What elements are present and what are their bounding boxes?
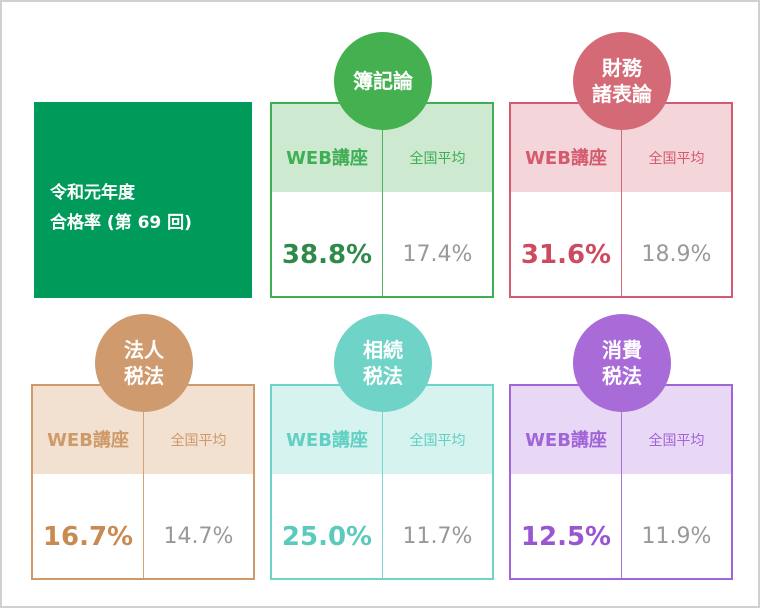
subject-name-line1: 法人 [124,338,164,362]
national-average-label: 全国平均 [170,433,227,449]
web-course-rate: 25.0% [281,522,373,552]
intro-year: 令和元年度 [50,183,135,203]
national-average-rate: 18.9% [641,242,712,267]
national-average-label: 全国平均 [409,151,466,167]
subject-badge: 簿記論 [334,32,432,130]
web-course-label: WEB講座 [286,430,368,451]
subject-badge: 財務 諸表論 [573,32,671,130]
subject-name-line1: 相続 [363,338,403,362]
national-average-rate: 11.9% [641,524,712,549]
subject-name-line2: 諸表論 [592,82,652,106]
column-divider [143,386,144,578]
subject-name-line1: 財務 [602,56,642,80]
intro-pass-rate-label: 合格率 (第 69 回) [50,213,192,233]
subject-name-line2: 税法 [363,364,403,388]
web-course-rate: 16.7% [42,522,134,552]
national-average-label: 全国平均 [409,433,466,449]
national-average-label: 全国平均 [648,151,705,167]
subject-badge: 消費 税法 [573,314,671,412]
national-average-label: 全国平均 [648,433,705,449]
web-course-label: WEB講座 [47,430,129,451]
subject-badge: 相続 税法 [334,314,432,412]
web-course-rate: 38.8% [281,240,373,270]
subject-name-line2: 税法 [124,364,164,388]
card-consumption-tax: WEB講座 全国平均 12.5% 11.9% 消費 税法 [509,314,733,580]
subject-name: 簿記論 [353,69,413,93]
card-corporate-tax: WEB講座 全国平均 16.7% 14.7% 法人 税法 [31,314,255,580]
intro-box: 令和元年度 合格率 (第 69 回) [34,102,252,298]
web-course-label: WEB講座 [525,430,607,451]
card-bookkeeping: WEB講座 全国平均 38.8% 17.4% 簿記論 [270,32,494,298]
subject-badge: 法人 税法 [95,314,193,412]
card-financial-statements: WEB講座 全国平均 31.6% 18.9% 財務 諸表論 [509,32,733,298]
national-average-rate: 11.7% [402,524,473,549]
web-course-rate: 31.6% [520,240,612,270]
column-divider [382,104,383,296]
subject-name-line2: 税法 [602,364,642,388]
subject-name-line1: 消費 [602,338,642,362]
column-divider [621,386,622,578]
column-divider [382,386,383,578]
web-course-label: WEB講座 [525,148,607,169]
web-course-rate: 12.5% [520,522,612,552]
card-inheritance-tax: WEB講座 全国平均 25.0% 11.7% 相続 税法 [270,314,494,580]
national-average-rate: 17.4% [402,242,473,267]
web-course-label: WEB講座 [286,148,368,169]
column-divider [621,104,622,296]
national-average-rate: 14.7% [163,524,234,549]
